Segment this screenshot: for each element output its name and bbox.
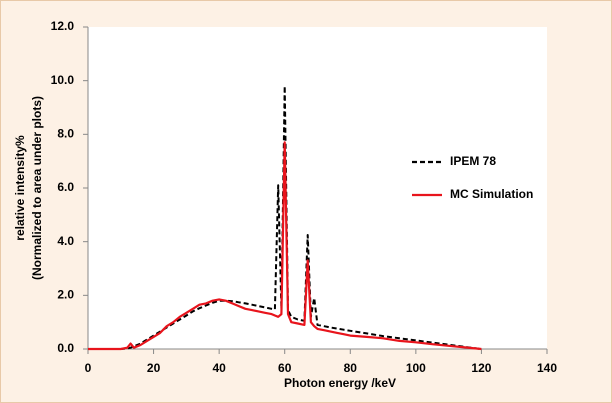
x-tick-label: 100 xyxy=(406,361,426,375)
y-tick-label: 8.0 xyxy=(57,127,74,141)
y-tick-label: 6.0 xyxy=(57,180,74,194)
legend-label: IPEM 78 xyxy=(450,154,496,168)
x-tick-label: 40 xyxy=(212,361,226,375)
y-tick-label: 12.0 xyxy=(51,19,75,33)
y-tick-label: 0.0 xyxy=(57,341,74,355)
series-line xyxy=(88,85,482,350)
x-tick-label: 0 xyxy=(85,361,92,375)
y-axis-label: (Normalized to area under plots) xyxy=(30,96,44,280)
x-axis-label: Photon energy /keV xyxy=(284,376,396,390)
plot-area xyxy=(88,27,547,349)
x-tick-label: 20 xyxy=(147,361,161,375)
y-tick-label: 2.0 xyxy=(57,288,74,302)
y-tick-label: 10.0 xyxy=(51,73,75,87)
legend-label: MC Simulation xyxy=(450,187,533,201)
series-line xyxy=(88,141,482,351)
y-tick-label: 4.0 xyxy=(57,234,74,248)
x-tick-label: 140 xyxy=(537,361,557,375)
x-tick-label: 80 xyxy=(344,361,358,375)
y-axis-label: relative intensity% xyxy=(13,135,27,241)
x-tick-label: 60 xyxy=(278,361,292,375)
x-tick-label: 120 xyxy=(471,361,491,375)
